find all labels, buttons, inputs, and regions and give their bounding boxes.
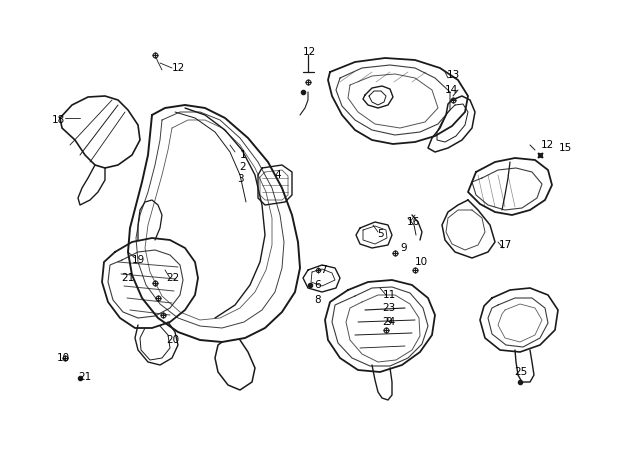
Text: 16: 16: [406, 217, 420, 227]
Text: 21: 21: [78, 372, 92, 382]
Text: 6: 6: [315, 280, 322, 290]
Text: 10: 10: [56, 353, 70, 363]
Text: 20: 20: [166, 335, 180, 345]
Text: 25: 25: [515, 367, 528, 377]
Text: 4: 4: [275, 170, 281, 180]
Text: 17: 17: [498, 240, 511, 250]
Text: 7: 7: [320, 265, 327, 275]
Text: 13: 13: [446, 70, 460, 80]
Text: 24: 24: [382, 317, 396, 327]
Text: 8: 8: [315, 295, 322, 305]
Text: 12: 12: [541, 140, 554, 150]
Text: 22: 22: [166, 273, 180, 283]
Text: 12: 12: [303, 47, 316, 57]
Text: 10: 10: [415, 257, 427, 267]
Text: 23: 23: [382, 303, 396, 313]
Text: 15: 15: [558, 143, 572, 153]
Text: 18: 18: [51, 115, 65, 125]
Text: 21: 21: [122, 273, 135, 283]
Text: 9: 9: [385, 317, 392, 327]
Text: 14: 14: [444, 85, 458, 95]
Text: 9: 9: [401, 243, 407, 253]
Text: 5: 5: [377, 229, 384, 239]
Text: 19: 19: [132, 255, 144, 265]
Text: 11: 11: [382, 290, 396, 300]
Text: 12: 12: [172, 63, 185, 73]
Text: 3: 3: [237, 174, 243, 184]
Text: 2: 2: [240, 162, 246, 172]
Text: 1: 1: [240, 150, 246, 160]
